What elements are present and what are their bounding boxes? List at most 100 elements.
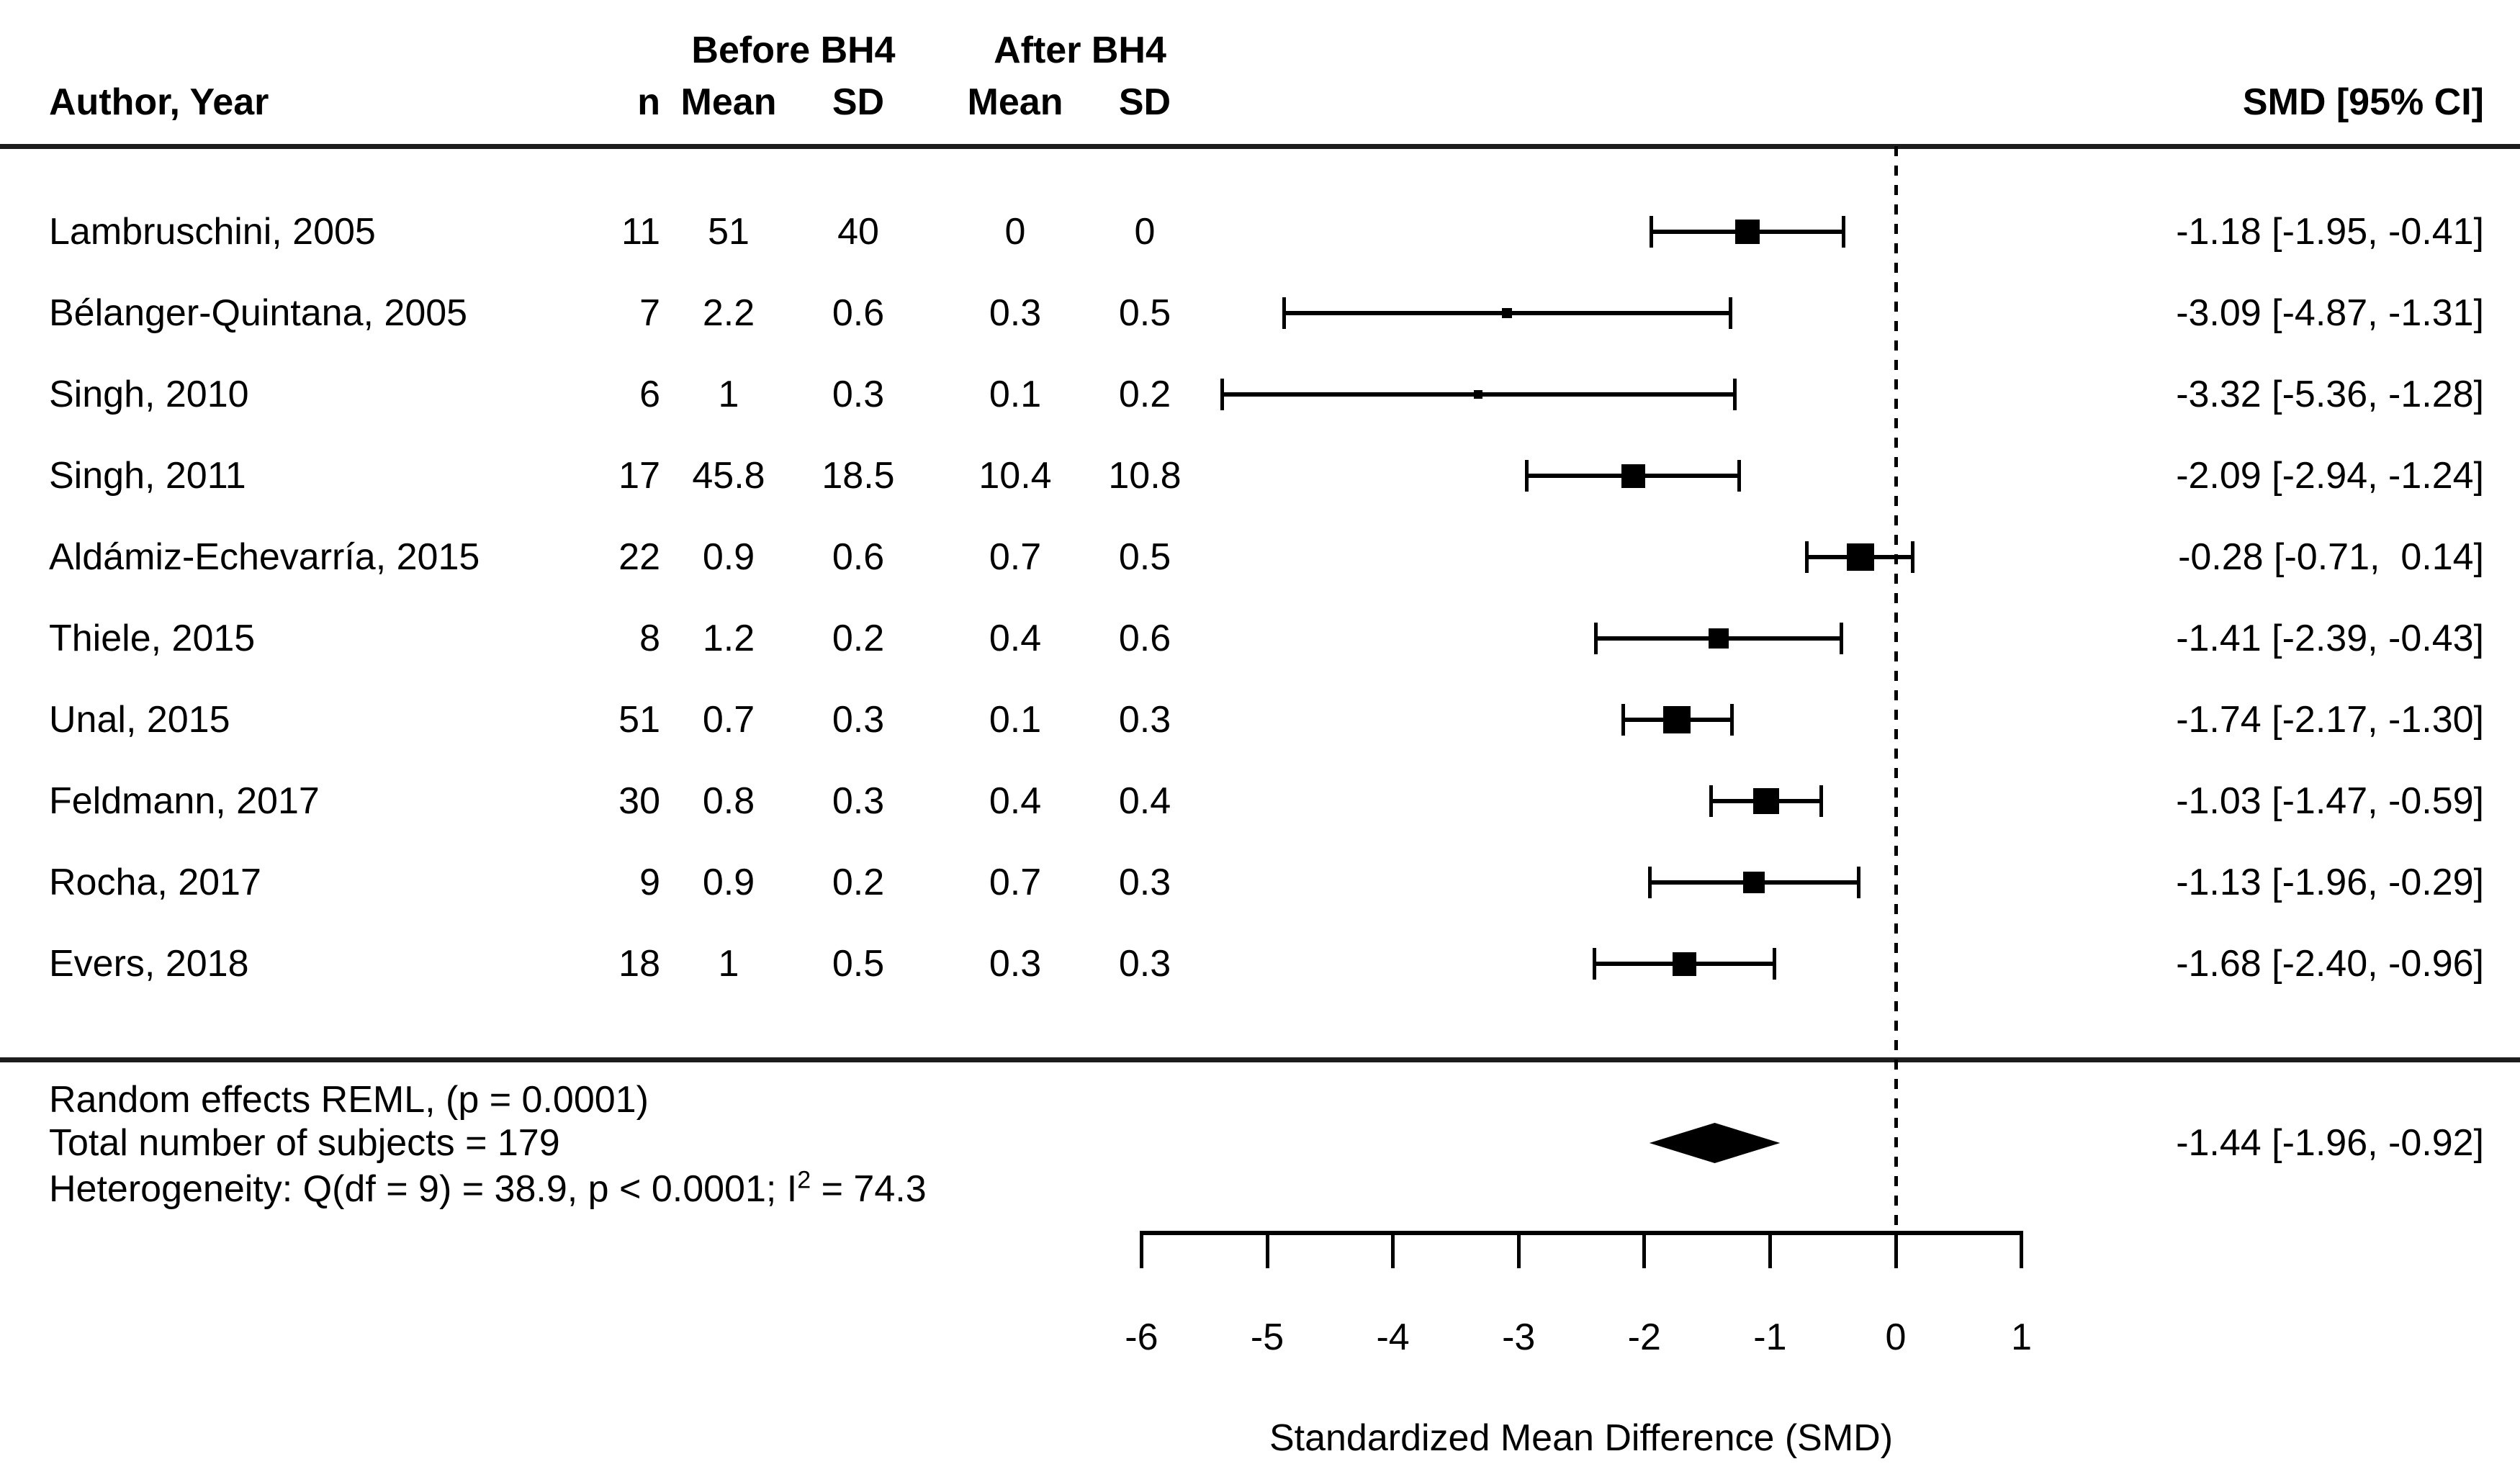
ci-cap-left — [1709, 785, 1714, 817]
col-header-sd-after: SD — [1118, 81, 1171, 123]
study-smd-ci: -1.74 [-2.17, -1.30] — [2176, 699, 2484, 741]
study-sd-after: 0.2 — [1118, 374, 1171, 415]
study-author: Aldámiz-Echevarría, 2015 — [49, 536, 480, 578]
study-mean-before: 0.9 — [702, 862, 755, 903]
study-mean-before: 0.7 — [702, 699, 755, 741]
ci-cap-right — [1911, 541, 1915, 573]
study-sd-after: 0.6 — [1118, 618, 1171, 659]
ci-cap-left — [1649, 216, 1653, 248]
x-axis-tick-label: 1 — [2011, 1316, 2033, 1358]
study-mean-before: 51 — [708, 211, 750, 253]
study-author: Lambruschini, 2005 — [49, 211, 376, 253]
study-smd-ci: -1.68 [-2.40, -0.96] — [2176, 943, 2484, 985]
summary-heterogeneity-text: Heterogeneity: Q(df = 9) = 38.9, p < 0.0… — [49, 1166, 927, 1208]
study-sd-after: 10.8 — [1108, 455, 1182, 497]
effect-square — [1847, 543, 1875, 571]
study-n: 51 — [618, 699, 660, 741]
study-sd-after: 0 — [1134, 211, 1156, 253]
study-mean-after: 0.1 — [989, 699, 1042, 741]
effect-square — [1502, 308, 1513, 318]
study-smd-ci: -1.18 [-1.95, -0.41] — [2176, 211, 2484, 253]
ci-cap-left — [1805, 541, 1809, 573]
ci-cap-left — [1647, 867, 1652, 898]
x-axis-tick-label: -3 — [1502, 1316, 1536, 1358]
ci-cap-left — [1592, 948, 1596, 980]
study-n: 6 — [639, 374, 660, 415]
study-sd-after: 0.3 — [1118, 943, 1171, 985]
study-mean-before: 1 — [718, 943, 739, 985]
ci-cap-right — [1773, 948, 1777, 980]
study-mean-before: 1.2 — [702, 618, 755, 659]
ci-cap-right — [1730, 704, 1734, 736]
study-smd-ci: -3.09 [-4.87, -1.31] — [2176, 292, 2484, 334]
study-sd-before: 18.5 — [822, 455, 895, 497]
study-smd-ci: -1.41 [-2.39, -0.43] — [2176, 618, 2484, 659]
study-mean-before: 1 — [718, 374, 739, 415]
effect-square — [1753, 788, 1780, 814]
study-n: 9 — [639, 862, 660, 903]
study-sd-before: 0.6 — [832, 292, 885, 334]
zero-reference-line — [1894, 146, 1898, 1231]
x-axis-line — [1140, 1231, 2023, 1235]
x-axis-tick — [2020, 1231, 2024, 1268]
study-sd-before: 0.3 — [832, 374, 885, 415]
x-axis-tick — [1516, 1231, 1521, 1268]
x-axis-tick-label: -5 — [1250, 1316, 1284, 1358]
col-header-mean-after: Mean — [967, 81, 1063, 123]
study-mean-after: 10.4 — [978, 455, 1052, 497]
ci-cap-left — [1220, 379, 1225, 410]
ci-cap-left — [1593, 623, 1598, 654]
study-smd-ci: -0.28 [-0.71, 0.14] — [2178, 536, 2484, 578]
study-n: 30 — [618, 780, 660, 822]
x-axis-title: Standardized Mean Difference (SMD) — [1269, 1417, 1894, 1459]
study-n: 11 — [621, 211, 660, 253]
study-n: 17 — [618, 455, 660, 497]
study-author: Thiele, 2015 — [49, 618, 256, 659]
study-sd-before: 0.2 — [832, 862, 885, 903]
x-axis-tick — [1391, 1231, 1395, 1268]
study-mean-after: 0.7 — [989, 862, 1042, 903]
study-author: Unal, 2015 — [49, 699, 230, 741]
ci-cap-right — [1732, 379, 1737, 410]
study-sd-before: 0.2 — [832, 618, 885, 659]
x-axis-tick-label: -6 — [1125, 1316, 1158, 1358]
x-axis-tick — [1265, 1231, 1269, 1268]
study-sd-after: 0.5 — [1118, 292, 1171, 334]
study-mean-after: 0.1 — [989, 374, 1042, 415]
study-sd-after: 0.4 — [1118, 780, 1171, 822]
x-axis-tick-label: -2 — [1627, 1316, 1661, 1358]
ci-cap-left — [1282, 297, 1286, 329]
study-mean-after: 0.7 — [989, 536, 1042, 578]
effect-square — [1621, 464, 1645, 488]
x-axis-tick — [1139, 1231, 1143, 1268]
study-mean-after: 0.4 — [989, 780, 1042, 822]
i-squared-superscript: 2 — [797, 1166, 811, 1194]
summary-diamond — [1649, 1123, 1781, 1163]
effect-square — [1663, 706, 1691, 733]
study-author: Feldmann, 2017 — [49, 780, 320, 822]
col-header-smd-ci: SMD [95% CI] — [2242, 81, 2484, 123]
study-smd-ci: -3.32 [-5.36, -1.28] — [2176, 374, 2484, 415]
ci-cap-right — [1737, 460, 1742, 492]
summary-subjects-text: Total number of subjects = 179 — [49, 1122, 560, 1164]
study-sd-after: 0.5 — [1118, 536, 1171, 578]
x-axis-tick — [1768, 1231, 1772, 1268]
study-smd-ci: -1.03 [-1.47, -0.59] — [2176, 780, 2484, 822]
x-axis-tick-label: 0 — [1885, 1316, 1907, 1358]
ci-cap-right — [1729, 297, 1733, 329]
summary-smd-ci-value: -1.44 [-1.96, -0.92] — [2176, 1122, 2484, 1164]
study-smd-ci: -1.13 [-1.96, -0.29] — [2176, 862, 2484, 903]
study-n: 18 — [618, 943, 660, 985]
study-mean-after: 0.3 — [989, 292, 1042, 334]
effect-square — [1474, 390, 1483, 399]
col-header-n: n — [637, 81, 660, 123]
study-smd-ci: -2.09 [-2.94, -1.24] — [2176, 455, 2484, 497]
summary-model-text: Random effects REML, (p = 0.0001) — [49, 1079, 649, 1121]
study-n: 8 — [639, 618, 660, 659]
ci-cap-right — [1857, 867, 1861, 898]
col-header-after-bh4: After BH4 — [994, 30, 1166, 71]
effect-square — [1742, 872, 1765, 893]
ci-cap-right — [1819, 785, 1823, 817]
summary-divider-line — [0, 1057, 2520, 1062]
